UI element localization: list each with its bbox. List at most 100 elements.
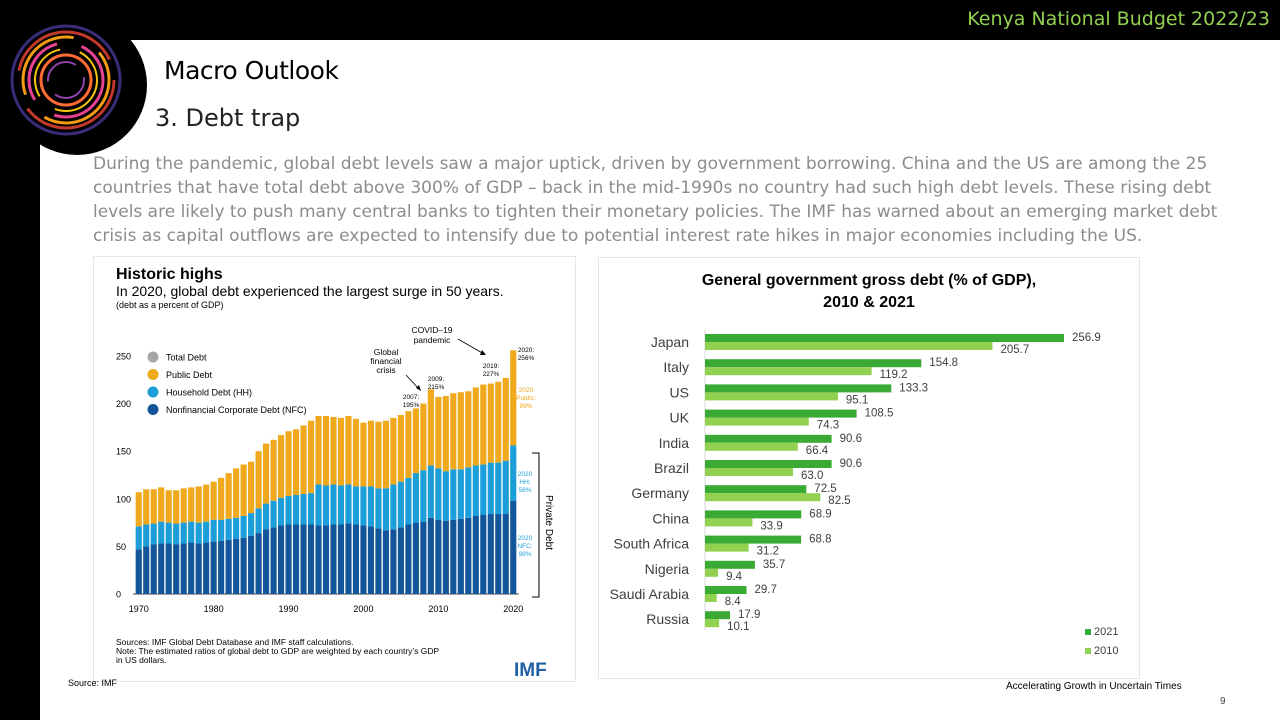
ggd-label-2021-6: 72.5 [814,483,836,495]
ggd-category-2: US [670,384,689,400]
imf-bar-1991-nfc [292,524,300,594]
imf-bar-1982-hh [225,518,232,540]
imf-bar-1972-nfc [150,544,157,594]
ggd-category-5: Brazil [654,460,689,476]
ggd-bar-2021-1 [705,359,922,368]
imf-bar-1983-nfc [233,538,240,594]
ggd-label-2021-0: 256.9 [1072,332,1101,344]
ggd-label-2010-2: 95.1 [846,394,868,406]
imf-bars [135,350,517,594]
imf-bar-2014-public [465,391,472,468]
imf-bar-1988-nfc [270,527,277,594]
imf-bar-1980-public [210,481,217,520]
imf-bar-1996-public [330,416,337,485]
imf-bar-2009-nfc [427,517,434,594]
ann-public-label: Public: [516,395,536,402]
imf-xtick-2020: 2020 [503,604,523,614]
imf-bar-2017-public [487,383,494,463]
imf-bar-2018-nfc [495,514,502,594]
ggd-legend-label-2010: 2010 [1094,645,1118,657]
ggd-label-2021-3: 108.5 [865,408,894,420]
imf-legend-swatch-3 [147,404,159,415]
ggd-bar-2021-10 [705,586,747,594]
imf-bar-1995-public [322,415,330,486]
imf-bar-1980-hh [210,519,217,542]
ggd-label-2021-7: 68.9 [809,508,831,520]
ann-hh-label: HH: [519,479,530,486]
imf-bar-1972-hh [150,523,157,545]
imf-bar-2006-hh [405,477,412,525]
slide-subtitle: 3. Debt trap [155,104,301,132]
imf-legend-swatch-2 [147,386,159,398]
imf-bar-2005-hh [397,481,404,528]
ggd-category-10: Saudi Arabia [610,586,690,602]
imf-bar-2003-hh [382,488,389,531]
imf-bar-1978-public [195,486,202,523]
imf-bar-2011-nfc [442,520,449,594]
imf-bar-2007-hh [412,473,419,523]
imf-bar-2012-public [450,393,457,470]
gov-debt-chart: General government gross debt (% of GDP)… [610,272,1119,657]
ggd-category-4: India [659,435,690,451]
imf-bar-1979-public [203,484,210,522]
imf-bar-1976-public [180,488,187,523]
ggd-label-2021-9: 35.7 [763,559,785,571]
imf-xtick-1980: 1980 [204,604,224,614]
imf-bar-2003-nfc [382,530,389,594]
ggd-legend: 2021 2010 [1085,626,1118,657]
imf-bar-1991-public [292,429,300,495]
imf-bar-2010-hh [435,468,442,520]
imf-bar-1982-public [225,473,232,519]
imf-bar-2016-hh [480,464,487,515]
imf-bar-1996-hh [330,484,337,525]
ggd-label-2021-11: 17.9 [738,609,760,621]
footer-source: Source: IMF [68,678,118,688]
ann-public-year: 2020 [519,387,534,394]
imf-bar-2006-nfc [405,524,412,594]
ggd-category-3: UK [670,410,690,426]
ann-nfc-year: 2020 [518,535,533,542]
imf-bar-2008-hh [420,470,427,522]
imf-bar-2002-public [375,421,382,489]
imf-bar-2015-nfc [472,515,479,594]
ggd-bar-2010-11 [705,619,720,628]
imf-bar-1970-hh [135,526,142,550]
imf-bar-1974-public [165,490,172,523]
imf-bar-1989-public [277,435,285,498]
ggd-label-2010-0: 205.7 [1001,344,1030,356]
imf-bar-2005-public [397,415,404,482]
ann-gfc-line2: financial [370,356,401,366]
imf-bar-2011-public [442,395,449,472]
imf-bar-1989-hh [277,497,285,526]
ggd-bar-2010-1 [705,367,872,376]
imf-bar-1992-nfc [300,524,307,594]
imf-legend-swatch-1 [147,369,159,380]
imf-bar-2004-hh [390,484,397,530]
ggd-label-2021-4: 90.6 [840,433,862,445]
imf-bar-2019-nfc [502,514,509,594]
ann-2009-year: 2009: [428,376,444,383]
ggd-bar-2010-10 [705,594,717,602]
imf-bar-1973-hh [158,521,165,544]
imf-bar-1971-public [143,489,150,525]
imf-bar-1971-hh [143,524,150,547]
imf-bar-1984-public [240,464,247,516]
ann-covid-line1: COVID–19 [411,325,452,335]
ggd-bar-2010-4 [705,442,798,451]
ann-2009-value: 215% [428,384,445,391]
imf-bar-1990-hh [285,495,292,525]
ggd-bar-2021-4 [705,434,832,443]
imf-bar-1999-nfc [352,524,360,594]
imf-xtick-2010: 2010 [428,604,448,614]
ggd-category-0: Japan [651,334,689,350]
imf-bar-2010-public [435,396,442,469]
imf-bar-2008-nfc [420,521,427,594]
imf-bar-1993-public [307,420,315,494]
imf-bar-1980-nfc [210,541,217,594]
imf-bar-1998-hh [345,484,352,524]
imf-bar-1981-hh [218,519,225,541]
imf-xtick-1990: 1990 [279,604,299,614]
ann-public-value: 99% [519,403,532,410]
slide-title: Macro Outlook [164,56,339,85]
imf-bar-2020-hh [510,445,517,501]
